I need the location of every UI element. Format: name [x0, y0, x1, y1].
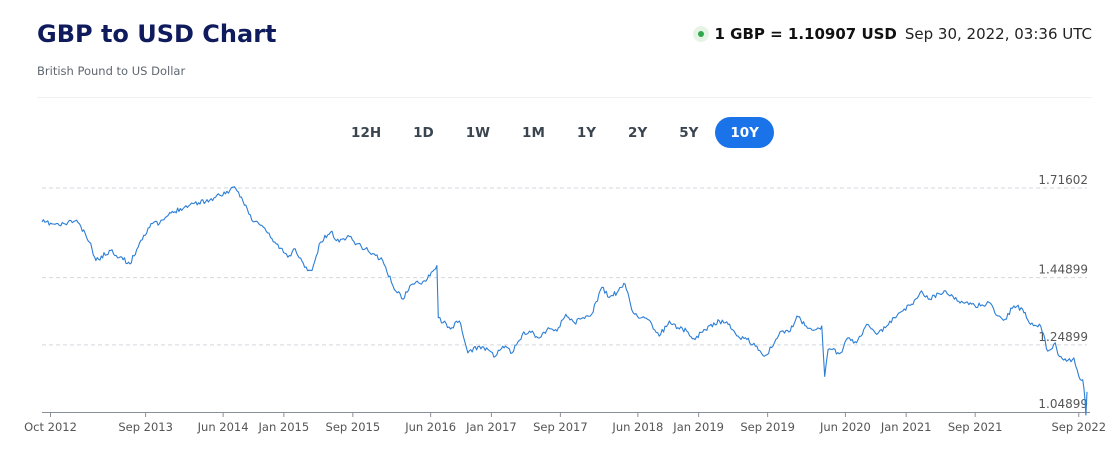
x-tick-label: Oct 2012 — [24, 420, 77, 434]
x-tick-label: Sep 2019 — [740, 420, 795, 434]
x-tick-label: Sep 2017 — [533, 420, 588, 434]
range-button-2y[interactable]: 2Y — [613, 117, 662, 148]
rate-timestamp: Sep 30, 2022, 03:36 UTC — [904, 25, 1092, 43]
x-tick-label: Jan 2017 — [465, 420, 517, 434]
y-tick-label: 1.04899 — [1038, 397, 1088, 411]
x-tick-label: Sep 2015 — [326, 420, 381, 434]
series-line — [41, 186, 1088, 416]
range-button-1y[interactable]: 1Y — [562, 117, 611, 148]
range-button-1d[interactable]: 1D — [398, 117, 449, 148]
page-subtitle: British Pound to US Dollar — [37, 64, 186, 78]
range-button-1w[interactable]: 1W — [451, 117, 505, 148]
range-button-12h[interactable]: 12H — [336, 117, 396, 148]
range-button-1m[interactable]: 1M — [507, 117, 560, 148]
y-tick-label: 1.71602 — [1038, 173, 1088, 187]
y-tick-label: 1.24899 — [1038, 330, 1088, 344]
x-tick-label: Jan 2021 — [880, 420, 932, 434]
x-tick-label: Sep 2022 — [1051, 420, 1106, 434]
range-button-5y[interactable]: 5Y — [664, 117, 713, 148]
range-selector: 12H 1D 1W 1M 1Y 2Y 5Y 10Y — [0, 117, 1110, 148]
x-tick-label: Jun 2014 — [197, 420, 249, 434]
header-divider — [37, 97, 1092, 98]
x-tick-label: Sep 2013 — [118, 420, 173, 434]
range-button-10y[interactable]: 10Y — [715, 117, 774, 148]
x-tick-label: Jun 2016 — [404, 420, 456, 434]
x-tick-label: Jan 2015 — [258, 420, 310, 434]
y-tick-label: 1.44899 — [1038, 263, 1088, 277]
rate-display: 1 GBP = 1.10907 USD Sep 30, 2022, 03:36 … — [692, 25, 1092, 43]
live-status-icon — [692, 26, 709, 42]
x-tick-label: Jun 2018 — [611, 420, 663, 434]
x-tick-label: Jun 2020 — [819, 420, 871, 434]
page-title: GBP to USD Chart — [37, 20, 277, 48]
x-tick-label: Jan 2019 — [672, 420, 724, 434]
x-tick-label: Sep 2021 — [948, 420, 1003, 434]
rate-value: 1 GBP = 1.10907 USD — [714, 25, 897, 43]
